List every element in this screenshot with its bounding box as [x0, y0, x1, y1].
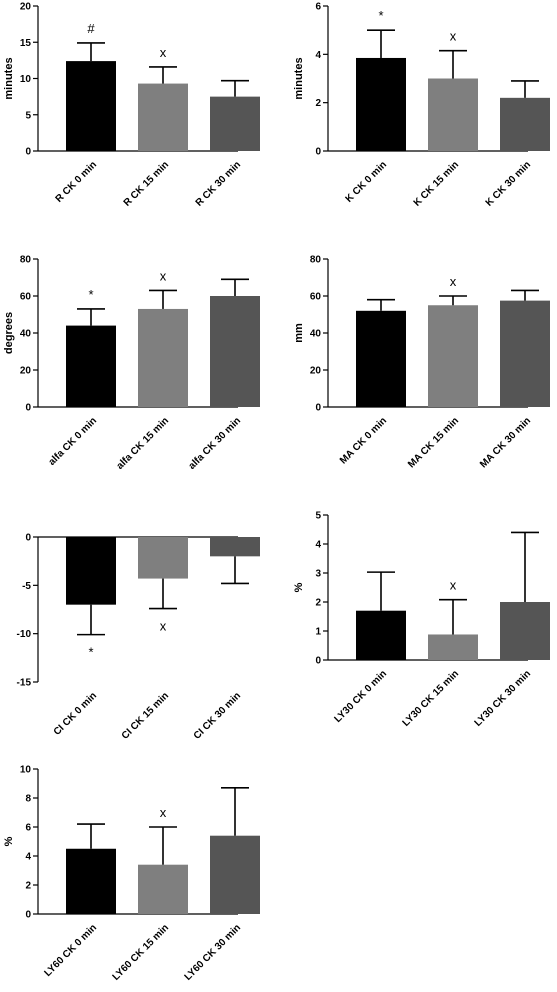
- annotation-3-1: x: [450, 274, 457, 289]
- bar-2-2: [210, 296, 260, 407]
- y-tick-label-6-4: 8: [25, 794, 31, 805]
- category-label-5-2: LY30 CK 30 min: [473, 668, 534, 729]
- y-tick-label-5-1: 1: [315, 627, 321, 638]
- y-tick-label-6-5: 10: [20, 765, 32, 776]
- category-label-4-1: CI CK 15 min: [120, 690, 171, 741]
- bar-0-1: [138, 83, 188, 151]
- y-tick-label-5-3: 3: [315, 569, 321, 580]
- y-tick-label-0-1: 5: [25, 110, 31, 121]
- y-tick-label-6-1: 2: [25, 881, 31, 892]
- y-tick-label-4-1: -10: [17, 629, 32, 640]
- y-tick-label-1-1: 2: [315, 98, 321, 109]
- y-tick-label-1-0: 0: [315, 147, 321, 158]
- y-axis-label-2: degrees: [3, 312, 15, 354]
- y-tick-label-2-2: 40: [20, 329, 32, 340]
- annotation-0-1: x: [160, 45, 167, 60]
- bar-6-2: [210, 835, 260, 914]
- y-tick-label-0-0: 0: [25, 147, 31, 158]
- y-tick-label-3-2: 40: [310, 329, 322, 340]
- bar-4-1: [138, 537, 188, 579]
- y-tick-label-4-0: -15: [17, 678, 32, 689]
- category-label-1-0: K CK 0 min: [344, 159, 389, 204]
- bar-3-1: [428, 305, 478, 407]
- category-label-3-0: MA CK 0 min: [338, 415, 389, 466]
- category-label-1-1: K CK 15 min: [412, 159, 461, 208]
- y-tick-label-4-2: -5: [22, 581, 31, 592]
- bar-3-0: [356, 310, 406, 407]
- category-label-2-1: alfa CK 15 min: [115, 415, 172, 472]
- annotation-1-1: x: [450, 29, 457, 44]
- category-label-6-0: LY60 CK 0 min: [42, 922, 99, 979]
- category-label-6-2: LY60 CK 30 min: [183, 922, 244, 983]
- category-label-1-2: K CK 30 min: [484, 159, 533, 208]
- bar-1-2: [500, 97, 550, 151]
- y-axis-label-1: minutes: [293, 57, 305, 99]
- bar-2-0: [66, 325, 116, 407]
- y-tick-label-5-5: 5: [315, 511, 321, 522]
- category-label-5-1: LY30 CK 15 min: [401, 668, 462, 729]
- bar-0-0: [66, 61, 116, 151]
- y-tick-label-3-1: 20: [310, 366, 322, 377]
- category-label-3-2: MA CK 30 min: [478, 415, 533, 470]
- y-tick-label-5-0: 0: [315, 656, 321, 667]
- y-tick-label-3-4: 80: [310, 255, 322, 266]
- annotation-5-1: x: [450, 578, 457, 593]
- y-tick-label-6-2: 4: [25, 852, 31, 863]
- bar-6-0: [66, 848, 116, 914]
- category-label-2-2: alfa CK 30 min: [187, 415, 244, 472]
- category-label-4-2: CI CK 30 min: [192, 690, 243, 741]
- annotation-0-0: #: [87, 21, 95, 36]
- y-tick-label-5-4: 4: [315, 540, 321, 551]
- annotation-1-0: *: [378, 8, 383, 23]
- annotation-4-1: x: [160, 619, 167, 634]
- y-tick-label-2-1: 20: [20, 366, 32, 377]
- bar-2-1: [138, 308, 188, 407]
- category-label-3-1: MA CK 15 min: [406, 415, 461, 470]
- y-tick-label-2-0: 0: [25, 403, 31, 414]
- bar-4-0: [66, 537, 116, 605]
- category-label-2-0: alfa CK 0 min: [47, 415, 100, 468]
- bar-5-2: [500, 602, 550, 660]
- y-axis-label-3: mm: [293, 323, 305, 343]
- annotation-2-0: *: [88, 287, 93, 302]
- bar-1-1: [428, 78, 478, 151]
- y-tick-label-0-3: 15: [20, 38, 32, 49]
- y-axis-label-6: %: [3, 836, 15, 846]
- y-tick-label-2-4: 80: [20, 255, 32, 266]
- annotation-4-0: *: [88, 645, 93, 660]
- y-tick-label-5-2: 2: [315, 598, 321, 609]
- y-tick-label-1-2: 4: [315, 50, 321, 61]
- category-label-0-0: R CK 0 min: [54, 159, 99, 204]
- category-label-0-2: R CK 30 min: [194, 159, 243, 208]
- category-label-5-0: LY30 CK 0 min: [332, 668, 389, 725]
- bar-4-2: [210, 537, 260, 557]
- bar-3-2: [500, 300, 550, 407]
- y-tick-label-0-4: 20: [20, 2, 32, 13]
- y-tick-label-6-3: 6: [25, 823, 31, 834]
- y-tick-label-4-3: 0: [25, 533, 31, 544]
- category-label-6-1: LY60 CK 15 min: [111, 922, 172, 983]
- bar-6-1: [138, 864, 188, 914]
- y-tick-label-2-3: 60: [20, 292, 32, 303]
- category-label-4-0: CI CK 0 min: [52, 690, 99, 737]
- category-label-0-1: R CK 15 min: [122, 159, 171, 208]
- bar-1-0: [356, 57, 406, 152]
- bar-0-2: [210, 96, 260, 151]
- y-tick-label-3-0: 0: [315, 403, 321, 414]
- y-tick-label-1-3: 6: [315, 2, 321, 13]
- bar-5-1: [428, 634, 478, 660]
- y-tick-label-0-2: 10: [20, 74, 32, 85]
- annotation-6-1: x: [160, 805, 167, 820]
- y-axis-label-0: minutes: [3, 57, 15, 99]
- y-axis-label-5: %: [293, 582, 305, 592]
- y-tick-label-6-0: 0: [25, 910, 31, 921]
- y-tick-label-3-3: 60: [310, 292, 322, 303]
- bar-5-0: [356, 610, 406, 660]
- annotation-2-1: x: [160, 268, 167, 283]
